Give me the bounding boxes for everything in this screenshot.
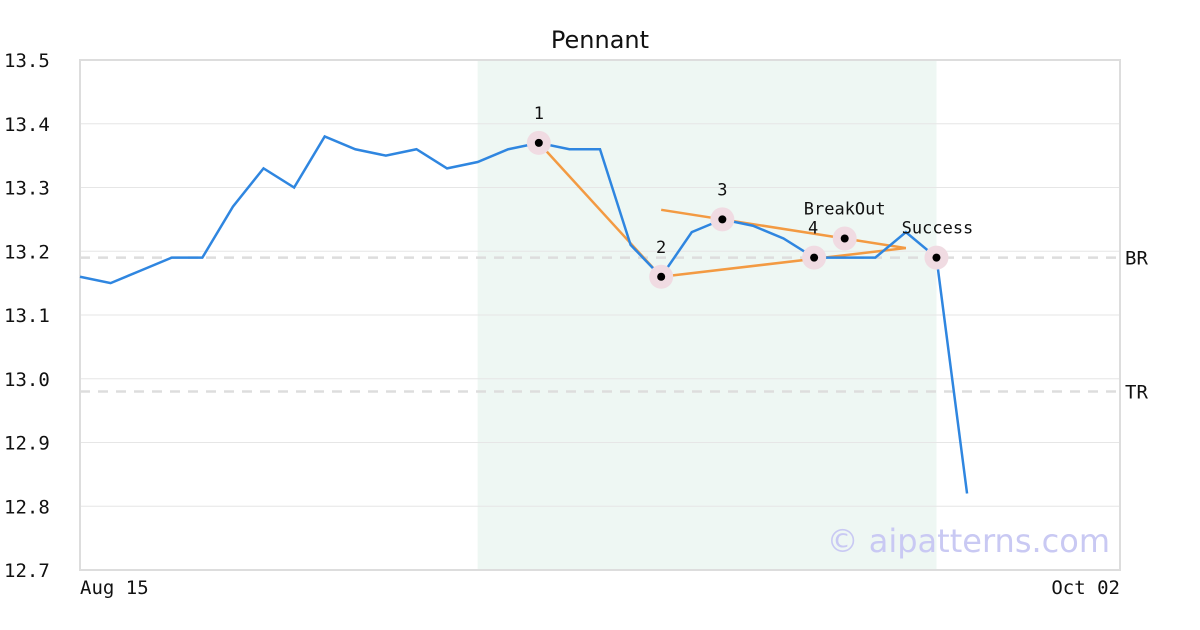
y-tick-label: 12.7 (4, 560, 50, 582)
annotation-label: 2 (656, 238, 666, 258)
x-tick-label: Aug 15 (80, 577, 149, 599)
annotation-label: 4 (808, 219, 818, 239)
x-tick-label: Oct 02 (1051, 577, 1120, 599)
pattern-point (932, 253, 941, 262)
pattern-point (810, 253, 819, 262)
y-tick-label: 13.3 (4, 178, 50, 200)
pattern-point (534, 138, 543, 147)
pattern-point (840, 234, 849, 243)
pattern-point (718, 215, 727, 224)
y-tick-label: 13.2 (4, 241, 50, 263)
pattern-point (657, 272, 666, 281)
reference-label: BR (1125, 248, 1148, 270)
annotation-label: Success (902, 219, 974, 239)
y-tick-label: 13.4 (4, 114, 50, 136)
trendline (661, 246, 907, 278)
plot-frame (79, 59, 1121, 571)
y-tick-label: 12.8 (4, 496, 50, 518)
watermark: © aipatterns.com (827, 522, 1110, 560)
reference-label: TR (1125, 382, 1148, 404)
y-tick-label: 13.0 (4, 369, 50, 391)
y-tick-label: 12.9 (4, 433, 50, 455)
annotation-label: 1 (534, 104, 544, 124)
y-tick-label: 13.1 (4, 305, 50, 327)
y-tick-label: 13.5 (4, 50, 50, 72)
trendline (660, 208, 907, 250)
annotation-label: 3 (717, 180, 727, 200)
chart-title: Pennant (551, 26, 649, 54)
annotation-label: BreakOut (804, 200, 886, 220)
